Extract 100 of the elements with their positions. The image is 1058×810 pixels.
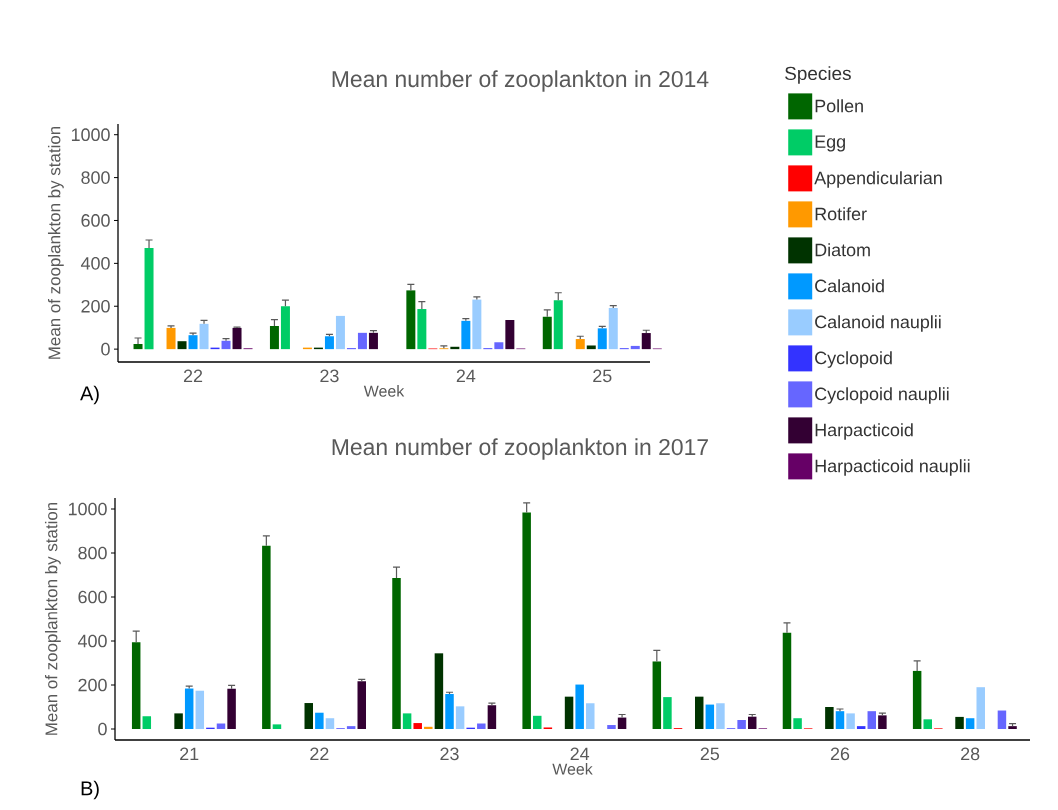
bar [923, 719, 932, 729]
bar [825, 707, 834, 729]
bar [461, 320, 471, 350]
legend-label: Cyclopoid nauplii [815, 387, 949, 404]
x-tick-label: 25 [700, 747, 720, 761]
bar [445, 694, 454, 729]
bar [856, 726, 866, 729]
bar [199, 323, 209, 350]
text: A) [80, 385, 99, 405]
bar [324, 336, 334, 350]
bar [846, 713, 855, 729]
y-tick-label: 400 [80, 257, 110, 270]
legend-title: Species [785, 66, 851, 84]
bar [494, 342, 504, 350]
y-tick-label: 600 [78, 590, 107, 604]
legend-label: Cyclopoid [815, 351, 892, 368]
bar [142, 716, 152, 729]
bar [705, 704, 715, 729]
bar [608, 307, 618, 350]
bar [315, 712, 324, 729]
bar [262, 545, 271, 729]
bar [586, 345, 596, 350]
legend-label: Calanoid nauplii [815, 315, 941, 332]
bar [607, 725, 616, 729]
bar [477, 723, 486, 729]
bar [782, 632, 792, 729]
bar [174, 713, 183, 729]
bar [417, 309, 427, 350]
bar [965, 718, 975, 729]
bar [184, 688, 194, 729]
bar [747, 716, 757, 729]
y-axis-title: Mean of zooplankton by station [47, 126, 64, 359]
chart-title: Mean number of zooplankton in 2014 [332, 70, 709, 92]
legend-label: Pollen [815, 99, 863, 113]
bar [652, 661, 662, 729]
x-tick-label: 22 [183, 369, 203, 383]
bar [505, 319, 515, 350]
bar [586, 703, 595, 729]
bar [166, 327, 176, 350]
bar [793, 718, 802, 729]
bar [272, 724, 282, 729]
x-tick-label: 24 [456, 369, 476, 383]
bar [133, 343, 143, 350]
legend-label: Harpacticoid [815, 423, 913, 440]
bar [575, 339, 585, 350]
bar [955, 716, 964, 729]
bar [630, 345, 640, 350]
x-tick-label: 26 [830, 747, 850, 761]
bar [144, 247, 154, 350]
bar [617, 717, 627, 729]
x-tick-label: 22 [310, 747, 329, 761]
x-tick-label: 23 [440, 747, 459, 761]
x-tick-label: 21 [180, 747, 199, 761]
bar [694, 696, 704, 729]
bar [542, 316, 552, 350]
bar [357, 681, 366, 729]
bar [663, 697, 672, 729]
bar [195, 690, 205, 729]
y-tick-label: 1000 [68, 502, 107, 516]
bar [912, 670, 922, 729]
bar [522, 512, 531, 729]
bar [976, 687, 985, 729]
x-tick-label: 24 [570, 747, 590, 761]
bar [597, 328, 607, 350]
bar [455, 706, 465, 729]
bar [304, 703, 313, 729]
bar [232, 327, 242, 350]
bar [335, 315, 345, 350]
bar [368, 332, 378, 350]
x-tick-label: 25 [593, 369, 612, 383]
legend-label: Egg [815, 135, 845, 152]
legend-label: Rotifer [815, 207, 867, 221]
bar [533, 715, 542, 729]
legend-label: Harpacticoid nauplii [815, 459, 970, 476]
text: B) [81, 780, 99, 800]
y-tick-label: 800 [78, 546, 107, 560]
bar [413, 723, 422, 729]
bar [280, 306, 290, 350]
x-tick-label: 23 [320, 369, 339, 383]
bar [325, 718, 335, 729]
bar [221, 340, 231, 350]
bar [131, 642, 141, 729]
legend-label: Diatom [815, 243, 870, 257]
bar [346, 726, 356, 729]
y-tick-label: 400 [77, 634, 107, 648]
bar [227, 688, 236, 729]
bar [402, 713, 412, 729]
bar [737, 719, 746, 729]
y-tick-label: 600 [81, 214, 110, 227]
bar [406, 290, 416, 350]
bar [835, 711, 845, 729]
legend-label: Calanoid [815, 279, 884, 293]
x-axis-title: Week [552, 763, 593, 775]
bar [716, 703, 725, 729]
bar [392, 578, 401, 729]
y-tick-label: 200 [81, 299, 110, 313]
bar [878, 715, 887, 729]
bar [575, 684, 584, 729]
y-axis-title: Mean of zooplankton by station [44, 502, 61, 735]
bar [434, 653, 444, 729]
